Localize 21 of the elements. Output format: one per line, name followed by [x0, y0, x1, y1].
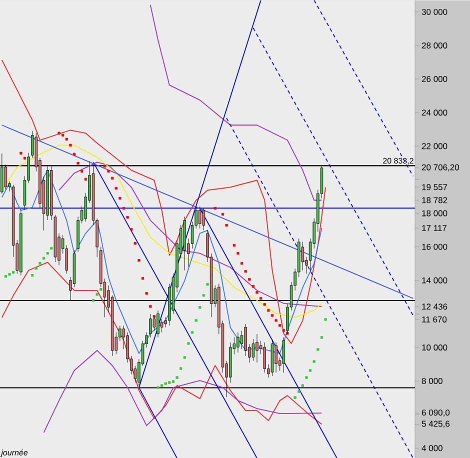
y-tick-label: 16 000	[422, 244, 448, 250]
y-tick-label: 19 557	[422, 184, 448, 190]
y-tick-label: 10 000	[422, 344, 448, 350]
y-tick-label: 11 670	[422, 316, 447, 322]
y-tick-label: 5 425,6	[422, 420, 450, 428]
y-tick-label: 4 000	[422, 444, 442, 451]
y-tick-label: 28 000	[422, 42, 448, 48]
annotation: journée	[0, 449, 28, 457]
y-tick-label: 12 436	[422, 303, 448, 310]
y-tick-label: 8 000	[422, 378, 442, 384]
y-tick-label: 22 000	[422, 142, 448, 149]
y-tick-label: 14 000	[422, 277, 448, 284]
ref-line-label: 20 833,2	[383, 158, 414, 164]
y-tick-label: 20 706,20	[422, 164, 460, 172]
y-tick-label: 6 090,0	[422, 409, 450, 416]
y-tick-label: 17 117	[422, 224, 446, 231]
y-tick-label: 30 000	[422, 8, 448, 15]
y-tick-label: 24 000	[422, 109, 448, 116]
y-tick-label: 26 000	[422, 76, 448, 82]
y-tick-label: 18 000	[422, 210, 448, 216]
y-tick-label: 18 782	[422, 196, 448, 203]
